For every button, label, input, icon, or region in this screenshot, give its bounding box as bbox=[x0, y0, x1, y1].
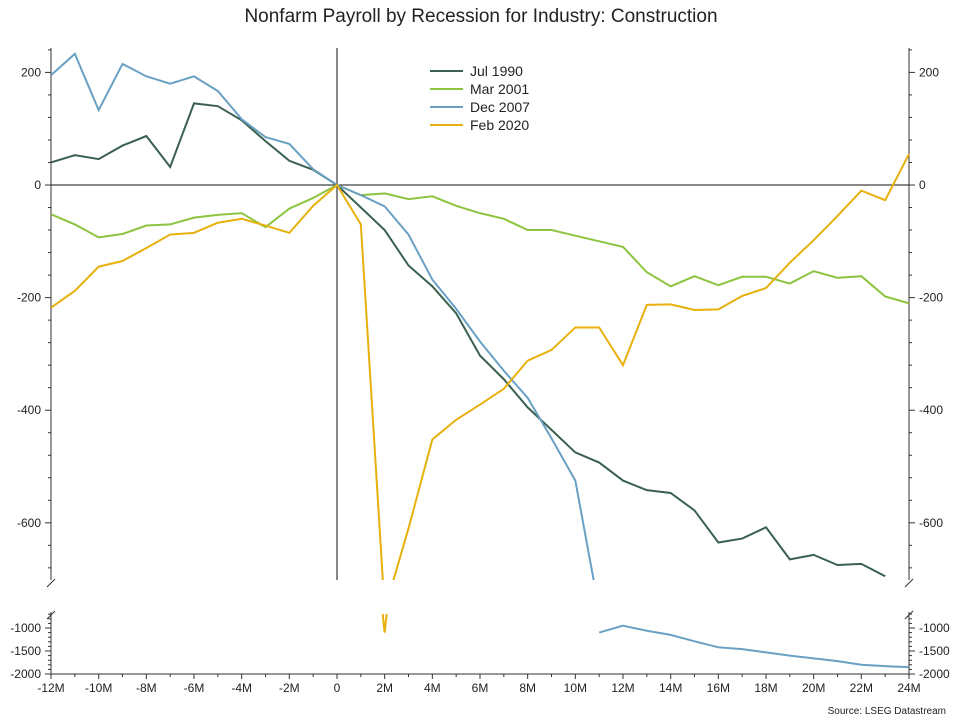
x-tick-label: 16M bbox=[707, 681, 730, 695]
chart-title: Nonfarm Payroll by Recession for Industr… bbox=[244, 6, 717, 27]
x-tick-label: -6M bbox=[184, 681, 205, 695]
x-tick-label: -8M bbox=[136, 681, 157, 695]
legend-label-feb-2020: Feb 2020 bbox=[470, 117, 529, 133]
legend-label-mar-2001: Mar 2001 bbox=[470, 81, 529, 97]
axes: 200 200 0 0 -200 -200 -400 -400 -600 -600 -1000 -10… bbox=[10, 48, 950, 695]
y-tick-label-left: -2000 bbox=[10, 667, 41, 681]
axis-break-mark bbox=[46, 578, 56, 588]
y-tick-label-left: 200 bbox=[21, 65, 41, 79]
series-line-lower bbox=[381, 613, 388, 633]
y-tick-label-right: 0 bbox=[919, 178, 926, 192]
x-tick-label: -12M bbox=[37, 681, 64, 695]
x-tick-label: 12M bbox=[611, 681, 634, 695]
x-tick-label: 4M bbox=[424, 681, 441, 695]
x-tick-label: 2M bbox=[376, 681, 393, 695]
series-mar-2001 bbox=[51, 183, 910, 305]
series-line-upper bbox=[51, 183, 910, 305]
series-jul-1990 bbox=[51, 102, 886, 578]
x-tick-label: 20M bbox=[802, 681, 825, 695]
x-tick-label: 22M bbox=[850, 681, 873, 695]
y-tick-label-left: -1000 bbox=[10, 621, 41, 635]
y-tick-label-left: -600 bbox=[17, 516, 41, 530]
source-note: Source: LSEG Datastream bbox=[828, 706, 946, 717]
x-tick-label: 6M bbox=[472, 681, 489, 695]
y-tick-label-right: -1500 bbox=[919, 644, 950, 658]
y-tick-label-right: -600 bbox=[919, 516, 943, 530]
y-tick-label-left: 0 bbox=[34, 178, 41, 192]
y-tick-label-right: -1000 bbox=[919, 621, 950, 635]
series-dec-2007 bbox=[51, 52, 910, 669]
series-feb-2020 bbox=[51, 153, 910, 633]
x-tick-label: -10M bbox=[85, 681, 112, 695]
series-line-upper bbox=[51, 183, 384, 580]
legend-label-jul-1990: Jul 1990 bbox=[470, 63, 523, 79]
legend-label-dec-2007: Dec 2007 bbox=[470, 99, 530, 115]
x-tick-label: 24M bbox=[897, 681, 920, 695]
y-tick-label-right: 200 bbox=[919, 65, 939, 79]
x-tick-label: 14M bbox=[659, 681, 682, 695]
x-tick-label: 8M bbox=[519, 681, 536, 695]
y-tick-label-left: -200 bbox=[17, 291, 41, 305]
axis-break-mark bbox=[904, 610, 914, 620]
series-line-upper bbox=[392, 153, 910, 580]
series-lines bbox=[51, 52, 910, 669]
series-line-upper bbox=[51, 102, 886, 578]
legend: Jul 1990 Mar 2001 Dec 2007 Feb 2020 bbox=[430, 63, 530, 133]
x-tick-label: 18M bbox=[754, 681, 777, 695]
y-tick-label-right: -2000 bbox=[919, 667, 950, 681]
y-tick-label-right: -200 bbox=[919, 291, 943, 305]
axis-break-mark bbox=[904, 578, 914, 588]
axis-break-mark bbox=[46, 610, 56, 620]
x-tick-label: -2M bbox=[279, 681, 300, 695]
y-tick-label-left: -400 bbox=[17, 403, 41, 417]
series-line-lower bbox=[598, 624, 910, 669]
x-tick-label: 0 bbox=[334, 681, 341, 695]
x-tick-label: 10M bbox=[564, 681, 587, 695]
x-tick-label: -4M bbox=[231, 681, 252, 695]
y-tick-label-right: -400 bbox=[919, 403, 943, 417]
series-line-upper bbox=[51, 52, 595, 580]
y-tick-label-left: -1500 bbox=[10, 644, 41, 658]
